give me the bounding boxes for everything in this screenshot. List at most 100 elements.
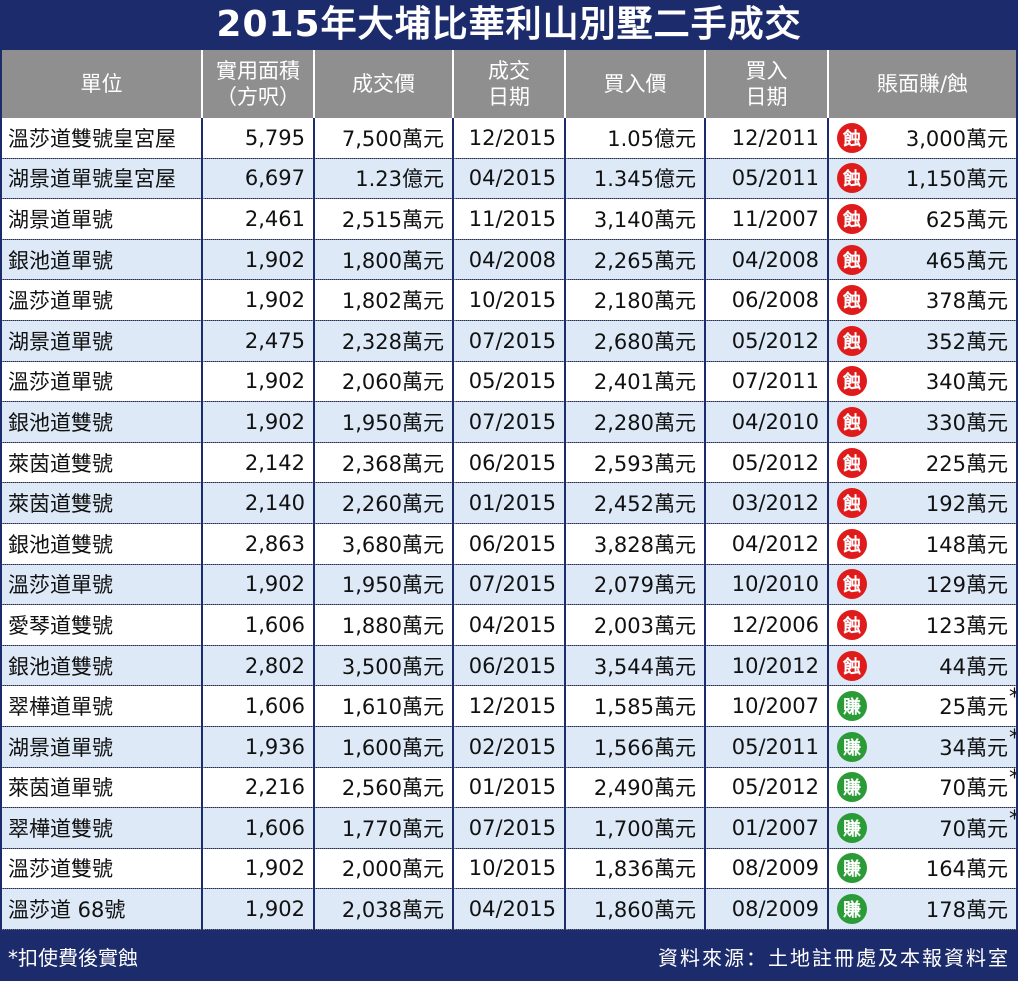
source-credit: 資料來源：土地註冊處及本報資料室 bbox=[658, 946, 1010, 970]
cell-buy-price: 2,593萬元 bbox=[564, 442, 705, 484]
cell-area: 1,902 bbox=[201, 361, 314, 403]
gain-badge-icon: 賺 bbox=[837, 853, 867, 884]
table-row: 溫莎道單號 1,902 1,802萬元 10/2015 2,180萬元 06/2008 蝕 3… bbox=[2, 279, 1016, 321]
cell-area: 5,795 bbox=[201, 118, 314, 159]
cell-buy-price: 2,003萬元 bbox=[564, 604, 705, 646]
cell-buy-price: 2,452萬元 bbox=[564, 482, 705, 524]
cell-price: 2,515萬元 bbox=[313, 198, 453, 240]
cell-price: 1,802萬元 bbox=[313, 279, 453, 321]
cell-profit-loss: 蝕 123萬元 bbox=[827, 604, 1016, 646]
table-row: 翠樺道雙號 1,606 1,770萬元 07/2015 1,700萬元 01/2007 賺 7… bbox=[2, 807, 1016, 849]
footnote-marker: * bbox=[1009, 686, 1016, 710]
profit-loss-amount: 25萬元* bbox=[867, 686, 1016, 721]
header-unit: 單位 bbox=[2, 50, 202, 118]
cell-buy-price: 2,680萬元 bbox=[564, 320, 705, 362]
table-row: 湖景道單號 2,475 2,328萬元 07/2015 2,680萬元 05/2012 蝕 3… bbox=[2, 320, 1016, 362]
table-row: 溫莎道單號 1,902 2,060萬元 05/2015 2,401萬元 07/2011 蝕 3… bbox=[2, 361, 1016, 403]
cell-area: 1,936 bbox=[201, 726, 314, 768]
cell-price: 2,260萬元 bbox=[313, 482, 453, 524]
cell-date: 06/2015 bbox=[452, 645, 565, 687]
table-row: 銀池道雙號 1,902 1,950萬元 07/2015 2,280萬元 04/2010 蝕 3… bbox=[2, 401, 1016, 443]
cell-area: 1,902 bbox=[201, 564, 314, 606]
cell-date: 01/2015 bbox=[452, 767, 565, 809]
loss-badge-icon: 蝕 bbox=[837, 447, 867, 478]
loss-badge-icon: 蝕 bbox=[837, 285, 867, 316]
cell-profit-loss: 蝕 225萬元 bbox=[827, 442, 1016, 484]
cell-area: 1,902 bbox=[201, 401, 314, 443]
table-row: 溫莎道雙號皇宮屋 5,795 7,500萬元 12/2015 1.05億元 12/2011… bbox=[2, 118, 1016, 159]
loss-badge-icon: 蝕 bbox=[837, 122, 867, 153]
cell-unit: 萊茵道雙號 bbox=[2, 482, 202, 524]
cell-unit: 溫莎道單號 bbox=[2, 279, 202, 321]
cell-area: 2,142 bbox=[201, 442, 314, 484]
table-row: 溫莎道雙號 1,902 2,000萬元 10/2015 1,836萬元 08/2009 賺 1… bbox=[2, 848, 1016, 890]
footnote-marker: * bbox=[1009, 767, 1016, 791]
cell-profit-loss: 蝕 192萬元 bbox=[827, 482, 1016, 524]
cell-unit: 溫莎道雙號 bbox=[2, 848, 202, 890]
loss-badge-icon: 蝕 bbox=[837, 609, 867, 640]
profit-loss-amount: 70萬元* bbox=[867, 808, 1016, 843]
cell-price: 7,500萬元 bbox=[313, 118, 453, 159]
table-row: 銀池道單號 1,902 1,800萬元 04/2008 2,265萬元 04/2008 蝕 4… bbox=[2, 239, 1016, 281]
cell-price: 2,060萬元 bbox=[313, 361, 453, 403]
table-row: 愛琴道雙號 1,606 1,880萬元 04/2015 2,003萬元 12/2006 蝕 1… bbox=[2, 604, 1016, 646]
cell-buy-date: 05/2012 bbox=[704, 442, 828, 484]
cell-unit: 萊茵道雙號 bbox=[2, 442, 202, 484]
cell-profit-loss: 蝕 148萬元 bbox=[827, 523, 1016, 565]
loss-badge-icon: 蝕 bbox=[837, 366, 867, 397]
profit-loss-amount: 34萬元* bbox=[867, 726, 1016, 762]
cell-price: 2,328萬元 bbox=[313, 320, 453, 362]
profit-loss-amount: 44萬元 bbox=[939, 654, 1008, 679]
cell-price: 1,610萬元 bbox=[313, 685, 453, 727]
cell-buy-price: 1,585萬元 bbox=[564, 685, 705, 727]
table-row: 翠樺道單號 1,606 1,610萬元 12/2015 1,585萬元 10/2007 賺 2… bbox=[2, 685, 1016, 727]
header-row: 單位 實用面積 （方呎） 成交價 成交 日期 買入價 買入 日期 賬面賺/蝕 bbox=[2, 50, 1016, 118]
cell-buy-date: 07/2011 bbox=[704, 361, 828, 403]
profit-loss-amount: 178萬元 bbox=[925, 898, 1008, 923]
cell-unit: 翠樺道單號 bbox=[2, 685, 202, 727]
cell-price: 3,500萬元 bbox=[313, 645, 453, 687]
table-row: 湖景道單號皇宮屋 6,697 1.23億元 04/2015 1.345億元 05/2011… bbox=[2, 158, 1016, 200]
loss-badge-icon: 蝕 bbox=[837, 528, 867, 559]
loss-badge-icon: 蝕 bbox=[837, 569, 867, 600]
cell-unit: 溫莎道 68號 bbox=[2, 888, 202, 930]
cell-unit: 愛琴道雙號 bbox=[2, 604, 202, 646]
cell-buy-price: 3,828萬元 bbox=[564, 523, 705, 565]
cell-unit: 銀池道雙號 bbox=[2, 645, 202, 687]
loss-badge-icon: 蝕 bbox=[837, 325, 867, 356]
cell-unit: 萊茵道單號 bbox=[2, 767, 202, 809]
cell-price: 1,800萬元 bbox=[313, 239, 453, 281]
cell-profit-loss: 賺 178萬元 bbox=[827, 888, 1016, 930]
cell-profit-loss: 蝕 378萬元 bbox=[827, 279, 1016, 321]
cell-profit-loss: 蝕 352萬元 bbox=[827, 320, 1016, 362]
cell-date: 07/2015 bbox=[452, 564, 565, 606]
footnote: *扣使費後實蝕 bbox=[8, 946, 138, 970]
cell-buy-date: 12/2011 bbox=[704, 118, 828, 159]
table-row: 萊茵道單號 2,216 2,560萬元 01/2015 2,490萬元 05/2012 賺 7… bbox=[2, 767, 1016, 809]
cell-price: 2,560萬元 bbox=[313, 767, 453, 809]
cell-date: 12/2015 bbox=[452, 685, 565, 727]
cell-area: 1,606 bbox=[201, 685, 314, 727]
cell-date: 01/2015 bbox=[452, 482, 565, 524]
cell-buy-date: 10/2007 bbox=[704, 685, 828, 727]
loss-badge-icon: 蝕 bbox=[837, 488, 867, 519]
loss-badge-icon: 蝕 bbox=[837, 203, 867, 234]
cell-date: 10/2015 bbox=[452, 279, 565, 321]
header-profit-loss: 賬面賺/蝕 bbox=[827, 50, 1016, 118]
cell-area: 1,902 bbox=[201, 888, 314, 930]
cell-unit: 溫莎道單號 bbox=[2, 361, 202, 403]
gain-badge-icon: 賺 bbox=[837, 731, 867, 762]
table-row: 湖景道單號 2,461 2,515萬元 11/2015 3,140萬元 11/2007 蝕 6… bbox=[2, 198, 1016, 240]
cell-profit-loss: 蝕 3,000萬元 bbox=[827, 118, 1016, 159]
cell-price: 1,770萬元 bbox=[313, 807, 453, 849]
profit-loss-amount: 192萬元 bbox=[925, 492, 1008, 517]
cell-area: 1,606 bbox=[201, 604, 314, 646]
cell-price: 1,950萬元 bbox=[313, 401, 453, 443]
cell-profit-loss: 蝕 330萬元 bbox=[827, 401, 1016, 443]
profit-loss-amount: 148萬元 bbox=[925, 532, 1008, 557]
cell-buy-price: 1,700萬元 bbox=[564, 807, 705, 849]
profit-loss-amount: 378萬元 bbox=[925, 289, 1008, 314]
cell-area: 6,697 bbox=[201, 158, 314, 200]
